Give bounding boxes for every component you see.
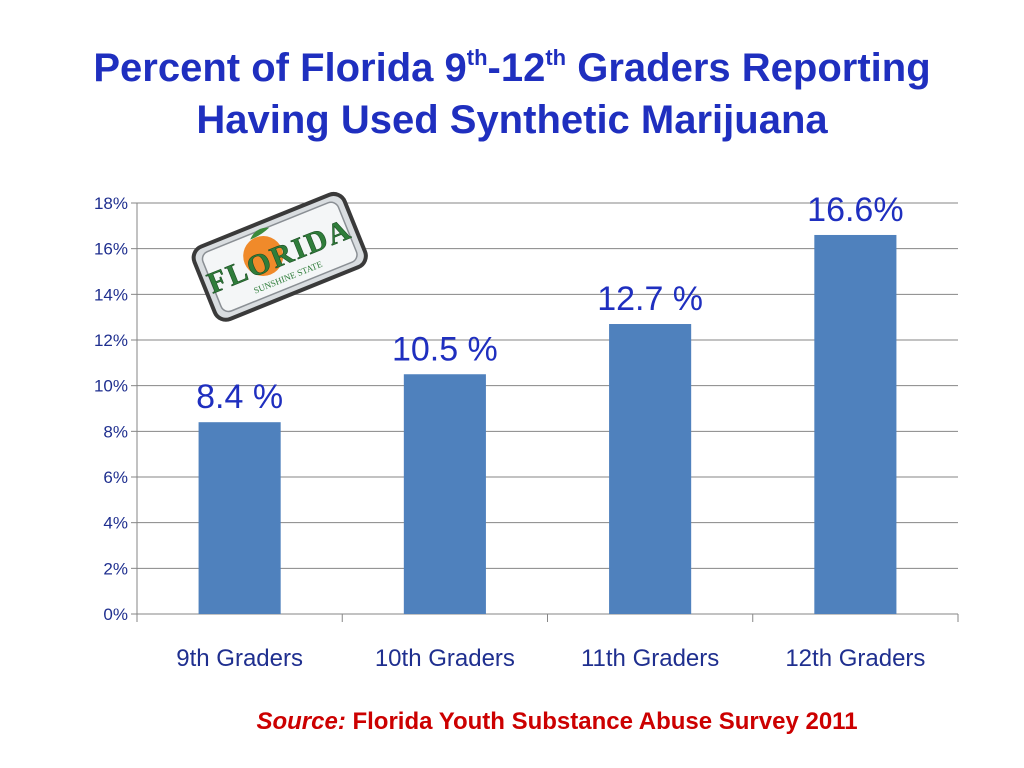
florida-license-plate-logo: FLORIDA SUNSHINE STATE (191, 191, 368, 322)
data-label: 10.5 % (392, 330, 498, 368)
x-category-label: 11th Graders (581, 645, 719, 672)
source-text: Florida Youth Substance Abuse Survey 201… (345, 708, 858, 735)
bar-chart: 0% 2% 4% 6% 8% 10% 12% 14% 16% 18% 8.4 % 9th Grader… (94, 191, 959, 672)
y-tick-label: 10% (94, 377, 128, 396)
x-category-label: 10th Graders (375, 645, 515, 672)
data-label: 8.4 % (196, 378, 283, 416)
bar (609, 324, 692, 614)
title-text: Percent of Florida 9 (93, 46, 467, 90)
source-prefix: Source: (256, 708, 346, 735)
y-tick-label: 4% (103, 514, 128, 533)
title-superscript: th (545, 45, 567, 70)
title-text: -12 (487, 46, 546, 90)
x-category-label: 9th Graders (176, 645, 303, 672)
y-tick-label: 16% (94, 240, 128, 259)
y-tick-label: 8% (103, 422, 128, 441)
y-tick-label: 12% (94, 331, 128, 350)
bar (403, 374, 486, 614)
data-label: 12.7 % (597, 280, 703, 318)
bar (198, 422, 281, 614)
y-tick-label: 14% (94, 285, 128, 304)
source-note: Source: Florida Youth Substance Abuse Su… (0, 708, 1024, 736)
data-label: 16.6% (807, 191, 903, 229)
bar (814, 234, 897, 614)
title-line-1: Percent of Florida 9th-12th Graders Repo… (0, 42, 1024, 94)
y-tick-label: 0% (103, 605, 128, 624)
y-tick-label: 2% (103, 559, 128, 578)
title-superscript: th (466, 45, 488, 70)
title-line-2: Having Used Synthetic Marijuana (196, 98, 828, 142)
y-tick-label: 18% (94, 194, 128, 213)
x-category-label: 12th Graders (785, 645, 925, 672)
y-tick-label: 6% (103, 468, 128, 487)
chart-title: Percent of Florida 9th-12th Graders Repo… (0, 42, 1024, 146)
title-text: Graders Reporting (566, 46, 931, 90)
